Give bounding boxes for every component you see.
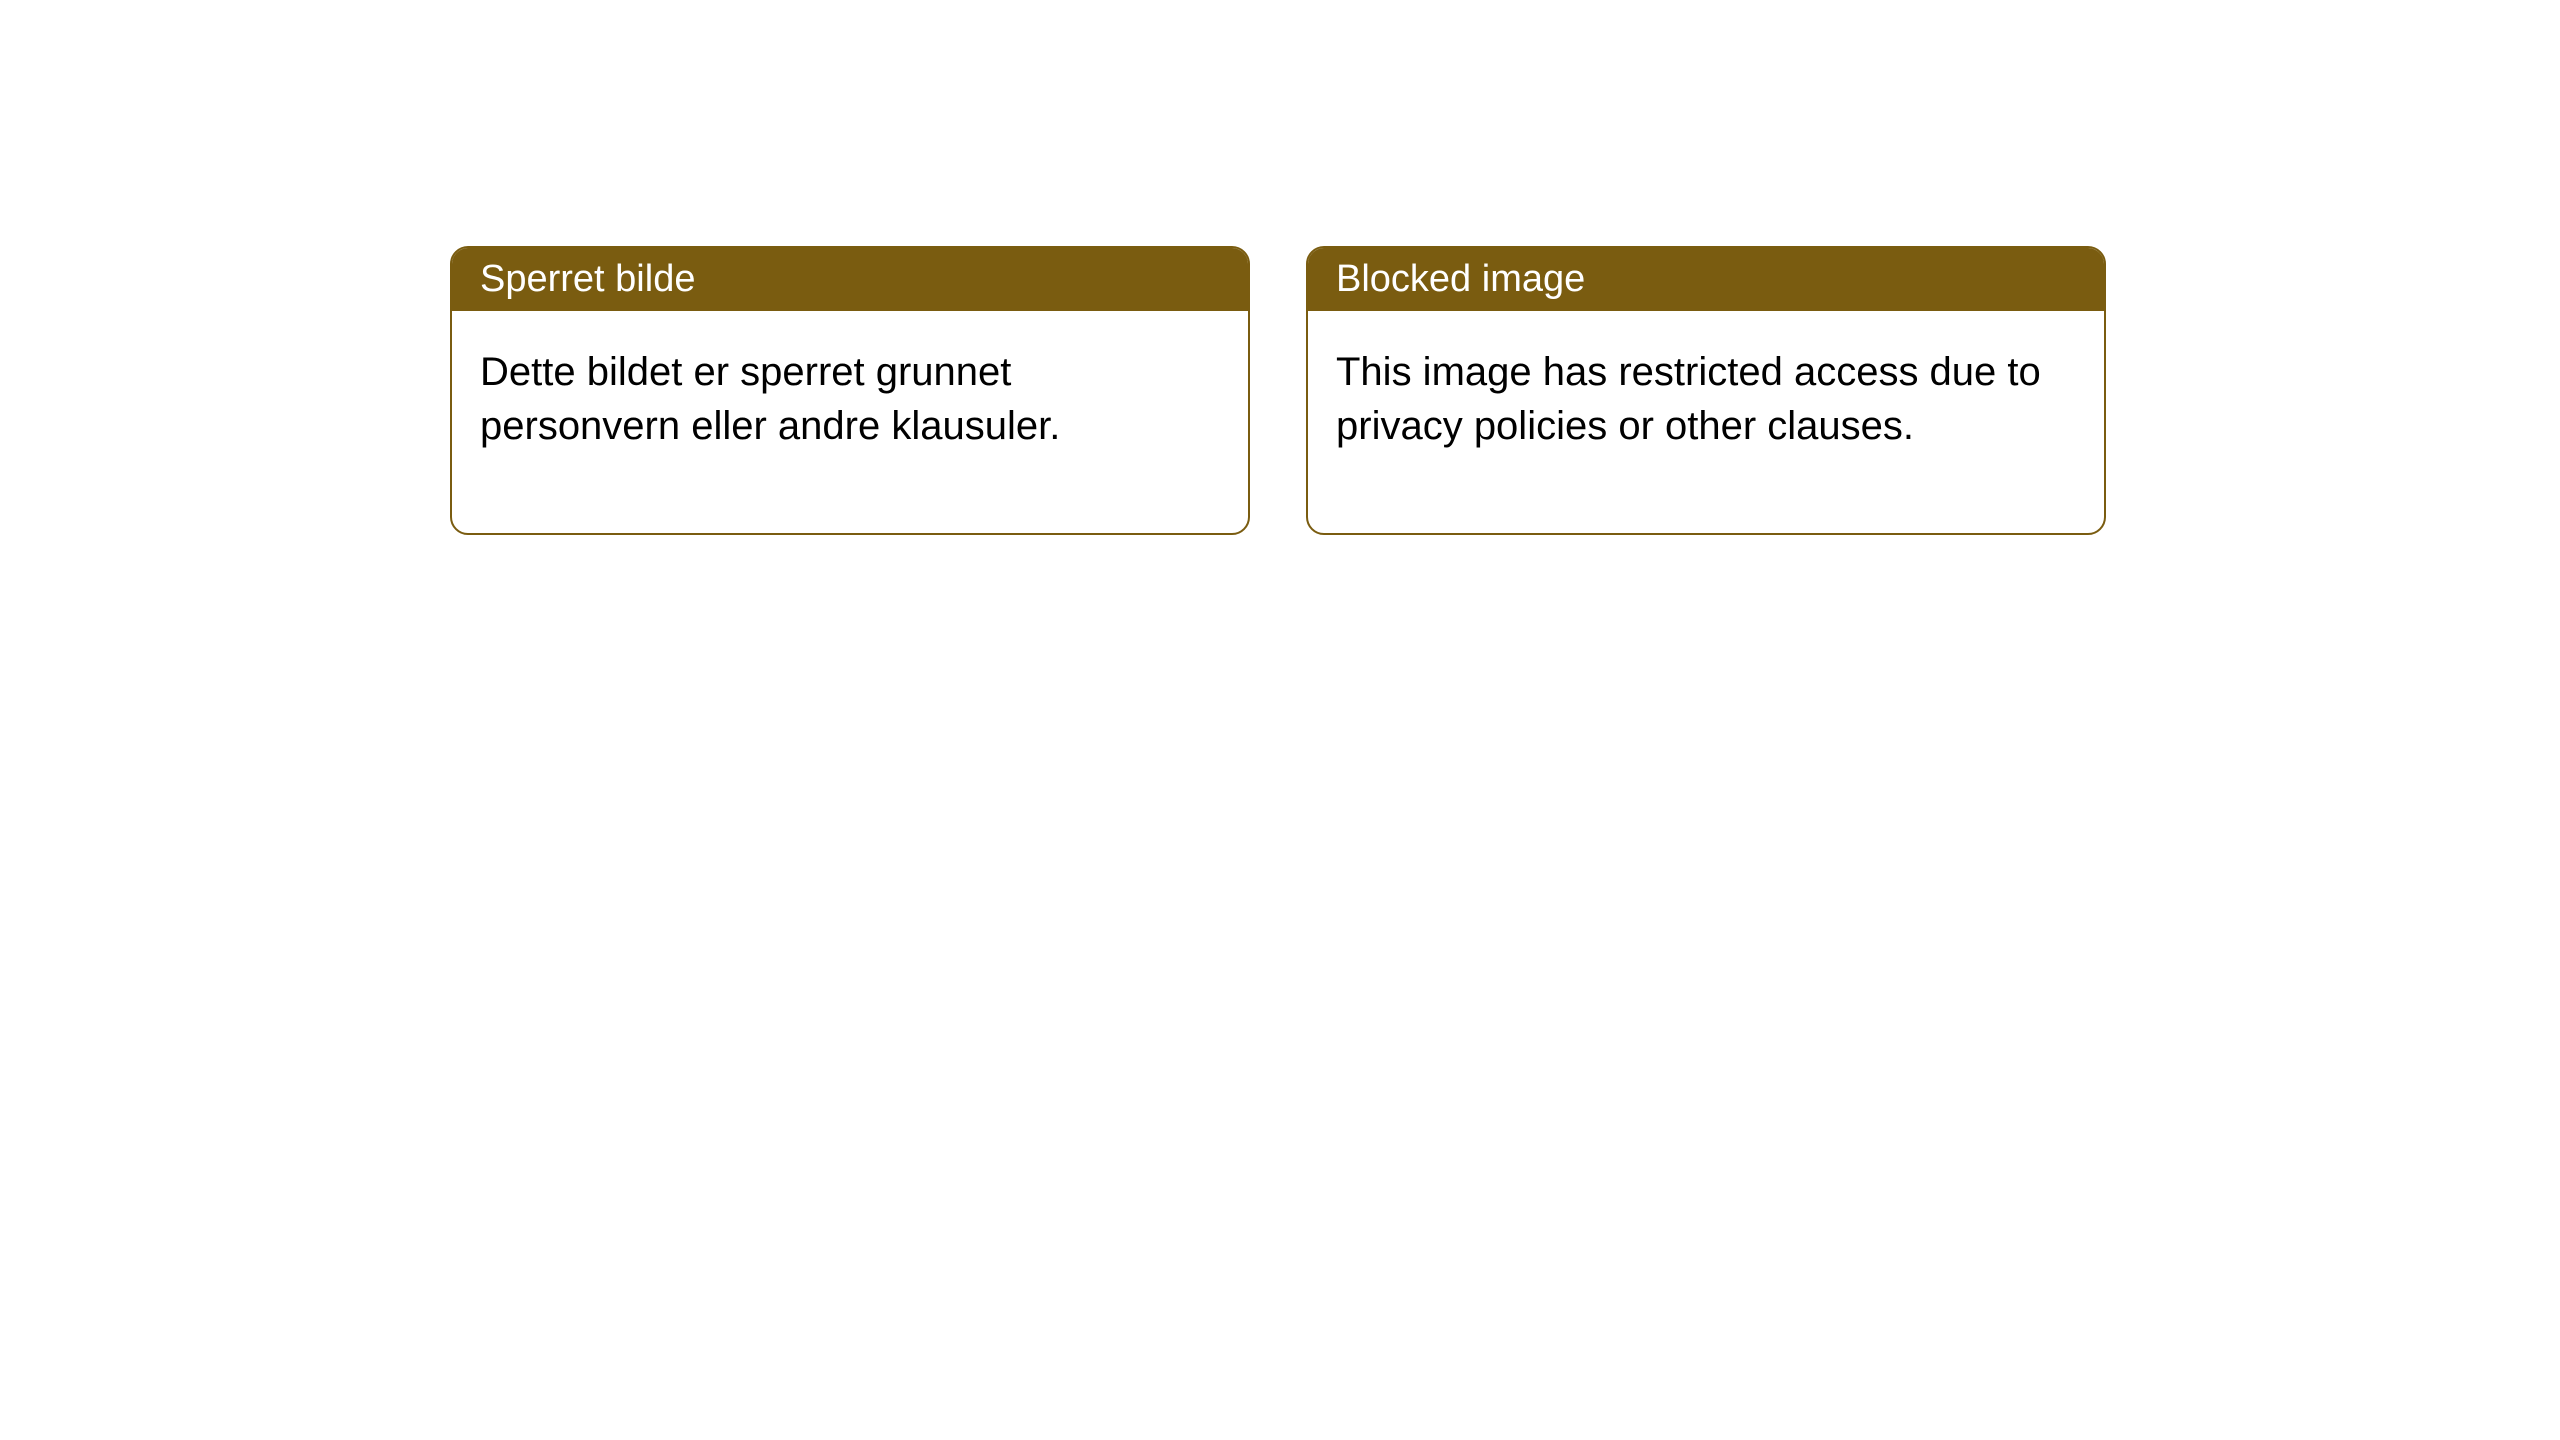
notice-body-english: This image has restricted access due to … (1308, 311, 2104, 533)
notice-header-norwegian: Sperret bilde (452, 248, 1248, 311)
notice-body-norwegian: Dette bildet er sperret grunnet personve… (452, 311, 1248, 533)
notice-card-norwegian: Sperret bilde Dette bildet er sperret gr… (450, 246, 1250, 535)
notice-card-english: Blocked image This image has restricted … (1306, 246, 2106, 535)
notice-header-english: Blocked image (1308, 248, 2104, 311)
notice-container: Sperret bilde Dette bildet er sperret gr… (450, 246, 2106, 535)
